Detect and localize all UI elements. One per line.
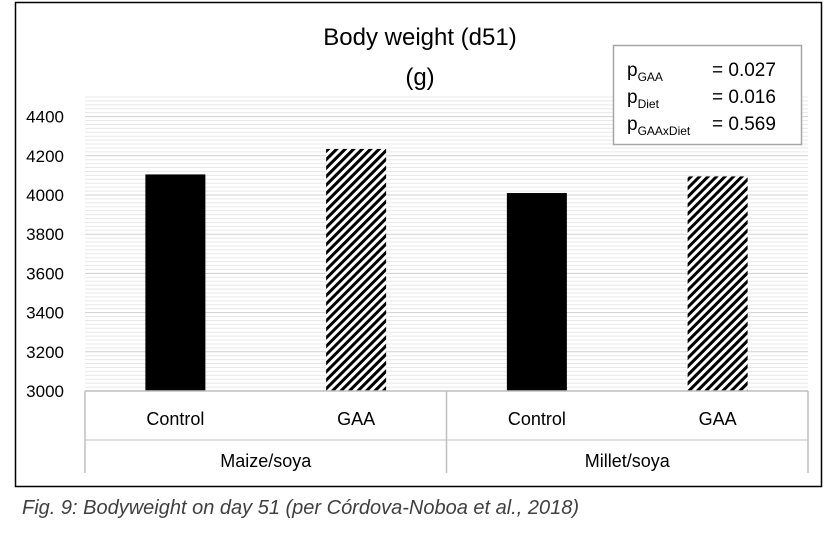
x-tick-label: GAA bbox=[699, 409, 737, 429]
p-gaa-label: pGAA bbox=[627, 60, 663, 84]
gridlines bbox=[85, 96, 808, 388]
x-tick-label: Control bbox=[508, 409, 566, 429]
x-axis: Control GAA Control GAA Maize/soya Millet/soy… bbox=[84, 390, 809, 473]
chart-subtitle: (g) bbox=[405, 64, 434, 91]
p-diet-label: pDiet bbox=[627, 87, 660, 111]
y-tick-label: 3200 bbox=[26, 343, 64, 362]
figure-caption: Fig. 9: Bodyweight on day 51 (per Córdov… bbox=[22, 497, 579, 519]
y-tick-label: 3800 bbox=[26, 225, 64, 244]
x-tick-label: GAA bbox=[337, 409, 375, 429]
y-tick-label: 4200 bbox=[26, 147, 64, 166]
x-tick-label: Control bbox=[146, 409, 204, 429]
x-group-label: Millet/soya bbox=[585, 451, 671, 471]
body-weight-chart: 3000 3200 3400 3600 3800 4000 4200 4400 Control… bbox=[14, 1, 823, 488]
y-tick-label: 3400 bbox=[26, 304, 64, 323]
bar-maize-soya-control bbox=[145, 174, 206, 391]
y-tick-label: 3000 bbox=[26, 382, 64, 401]
x-group-label: Maize/soya bbox=[220, 451, 312, 471]
p-gaa-value: = 0.027 bbox=[712, 60, 776, 81]
y-axis: 3000 3200 3400 3600 3800 4000 4200 4400 bbox=[26, 108, 64, 401]
chart-title: Body weight (d51) bbox=[323, 24, 516, 51]
p-gaaxdiet-label: pGAAxDiet bbox=[627, 114, 691, 138]
p-diet-value: = 0.016 bbox=[712, 87, 776, 108]
stats-box: pGAA = 0.027 pDiet = 0.016 pGAAxDiet = 0… bbox=[612, 44, 803, 146]
y-tick-label: 4400 bbox=[26, 108, 64, 127]
bars bbox=[145, 148, 748, 391]
bar-millet-soya-gaa bbox=[687, 176, 748, 391]
y-tick-label: 4000 bbox=[26, 186, 64, 205]
bar-millet-soya-control bbox=[506, 193, 567, 391]
y-tick-label: 3600 bbox=[26, 264, 64, 283]
bar-maize-soya-gaa bbox=[326, 148, 387, 391]
p-gaaxdiet-value: = 0.569 bbox=[712, 114, 776, 135]
